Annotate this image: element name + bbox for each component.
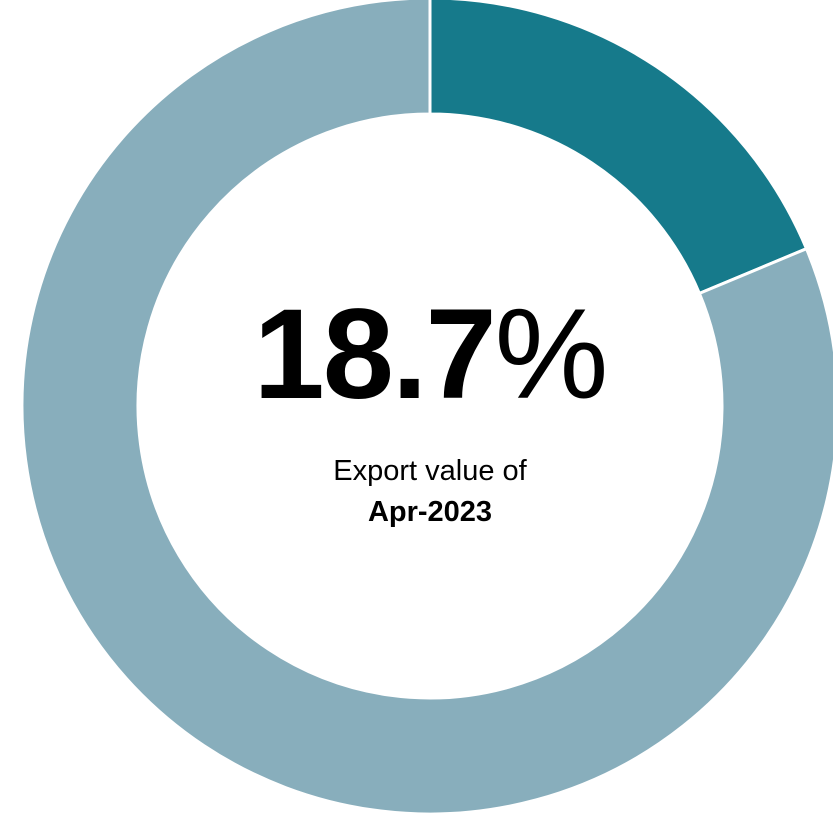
donut-slice-1: [428, 0, 809, 296]
center-value-unit: %: [494, 283, 609, 426]
center-value: 18.7%: [130, 285, 730, 425]
center-value-number: 18.7: [253, 283, 497, 426]
center-caption: Export value of: [333, 455, 527, 487]
center-period: Apr-2023: [367, 496, 493, 528]
donut-slice-2: [20, 0, 833, 816]
